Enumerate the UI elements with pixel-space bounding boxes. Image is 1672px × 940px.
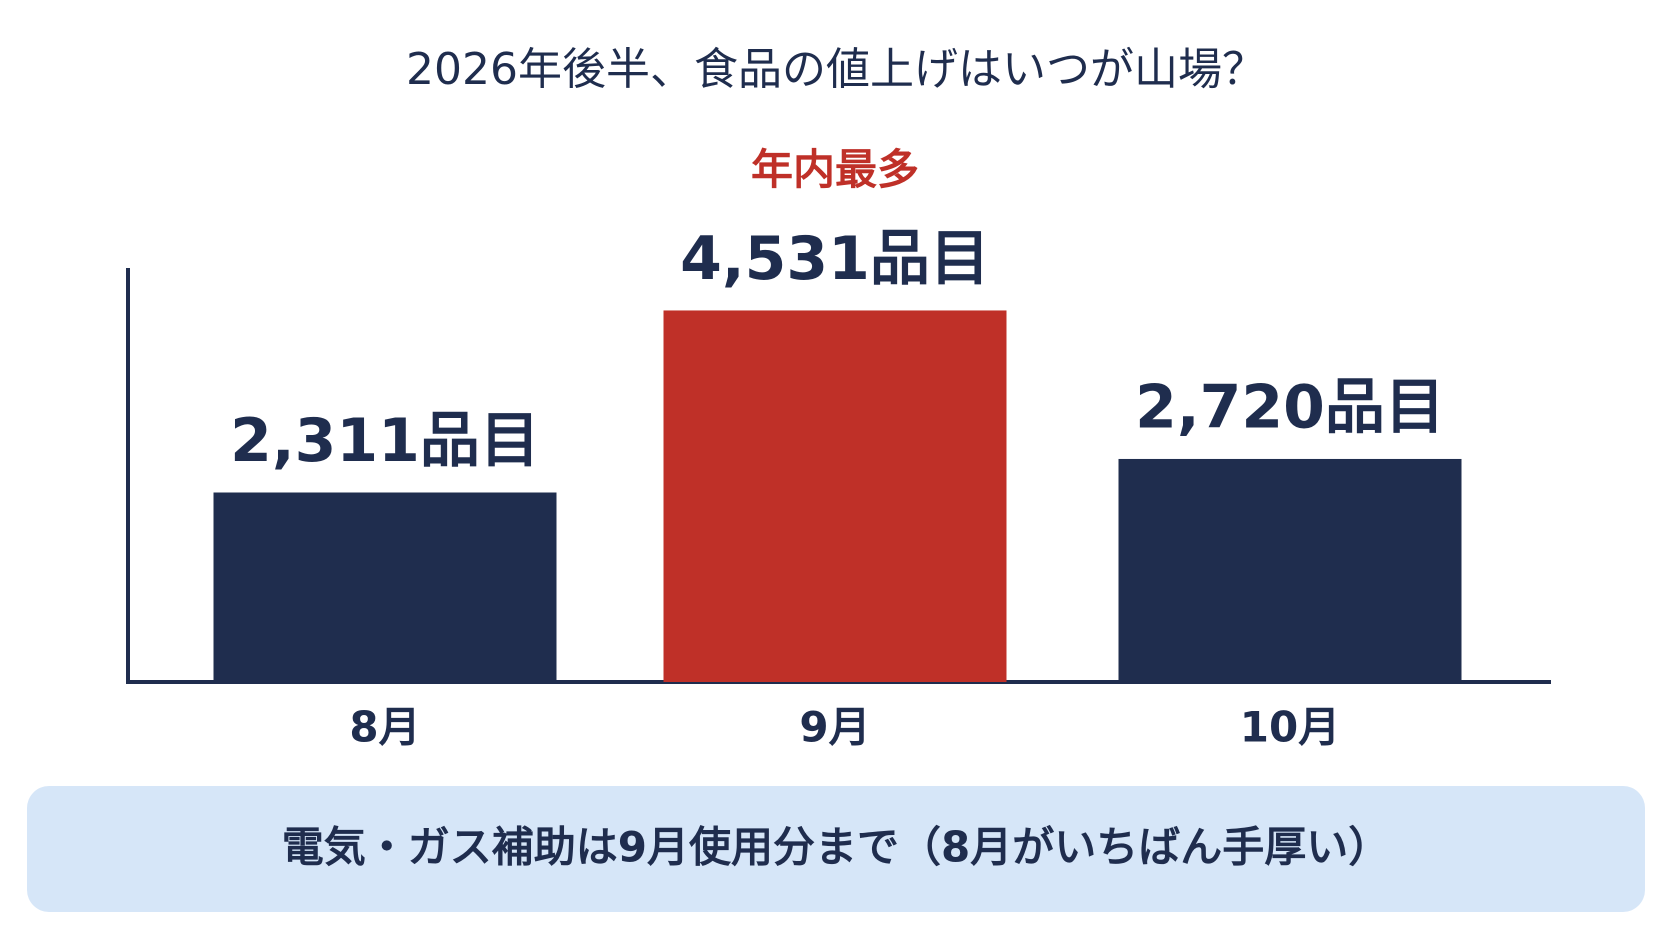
bar: [663, 310, 1007, 682]
chart-title: 2026年後半、食品の値上げはいつが山場？: [406, 44, 1266, 95]
value-label: 4,531品目: [680, 224, 990, 294]
x-tick-label: 8月: [349, 703, 420, 752]
annotation: 年内最多: [751, 145, 919, 194]
value-label: 2,720品目: [1135, 373, 1445, 443]
bar: [213, 492, 557, 682]
note-box: [27, 786, 1645, 912]
note: 電気・ガス補助は9月使用分まで（8月がいちばん手厚い）: [282, 823, 1390, 872]
value-label: 2,311品目: [230, 406, 540, 476]
x-tick-label: 9月: [799, 703, 870, 752]
x-tick-label: 10月: [1240, 703, 1340, 752]
bar: [1118, 458, 1462, 682]
